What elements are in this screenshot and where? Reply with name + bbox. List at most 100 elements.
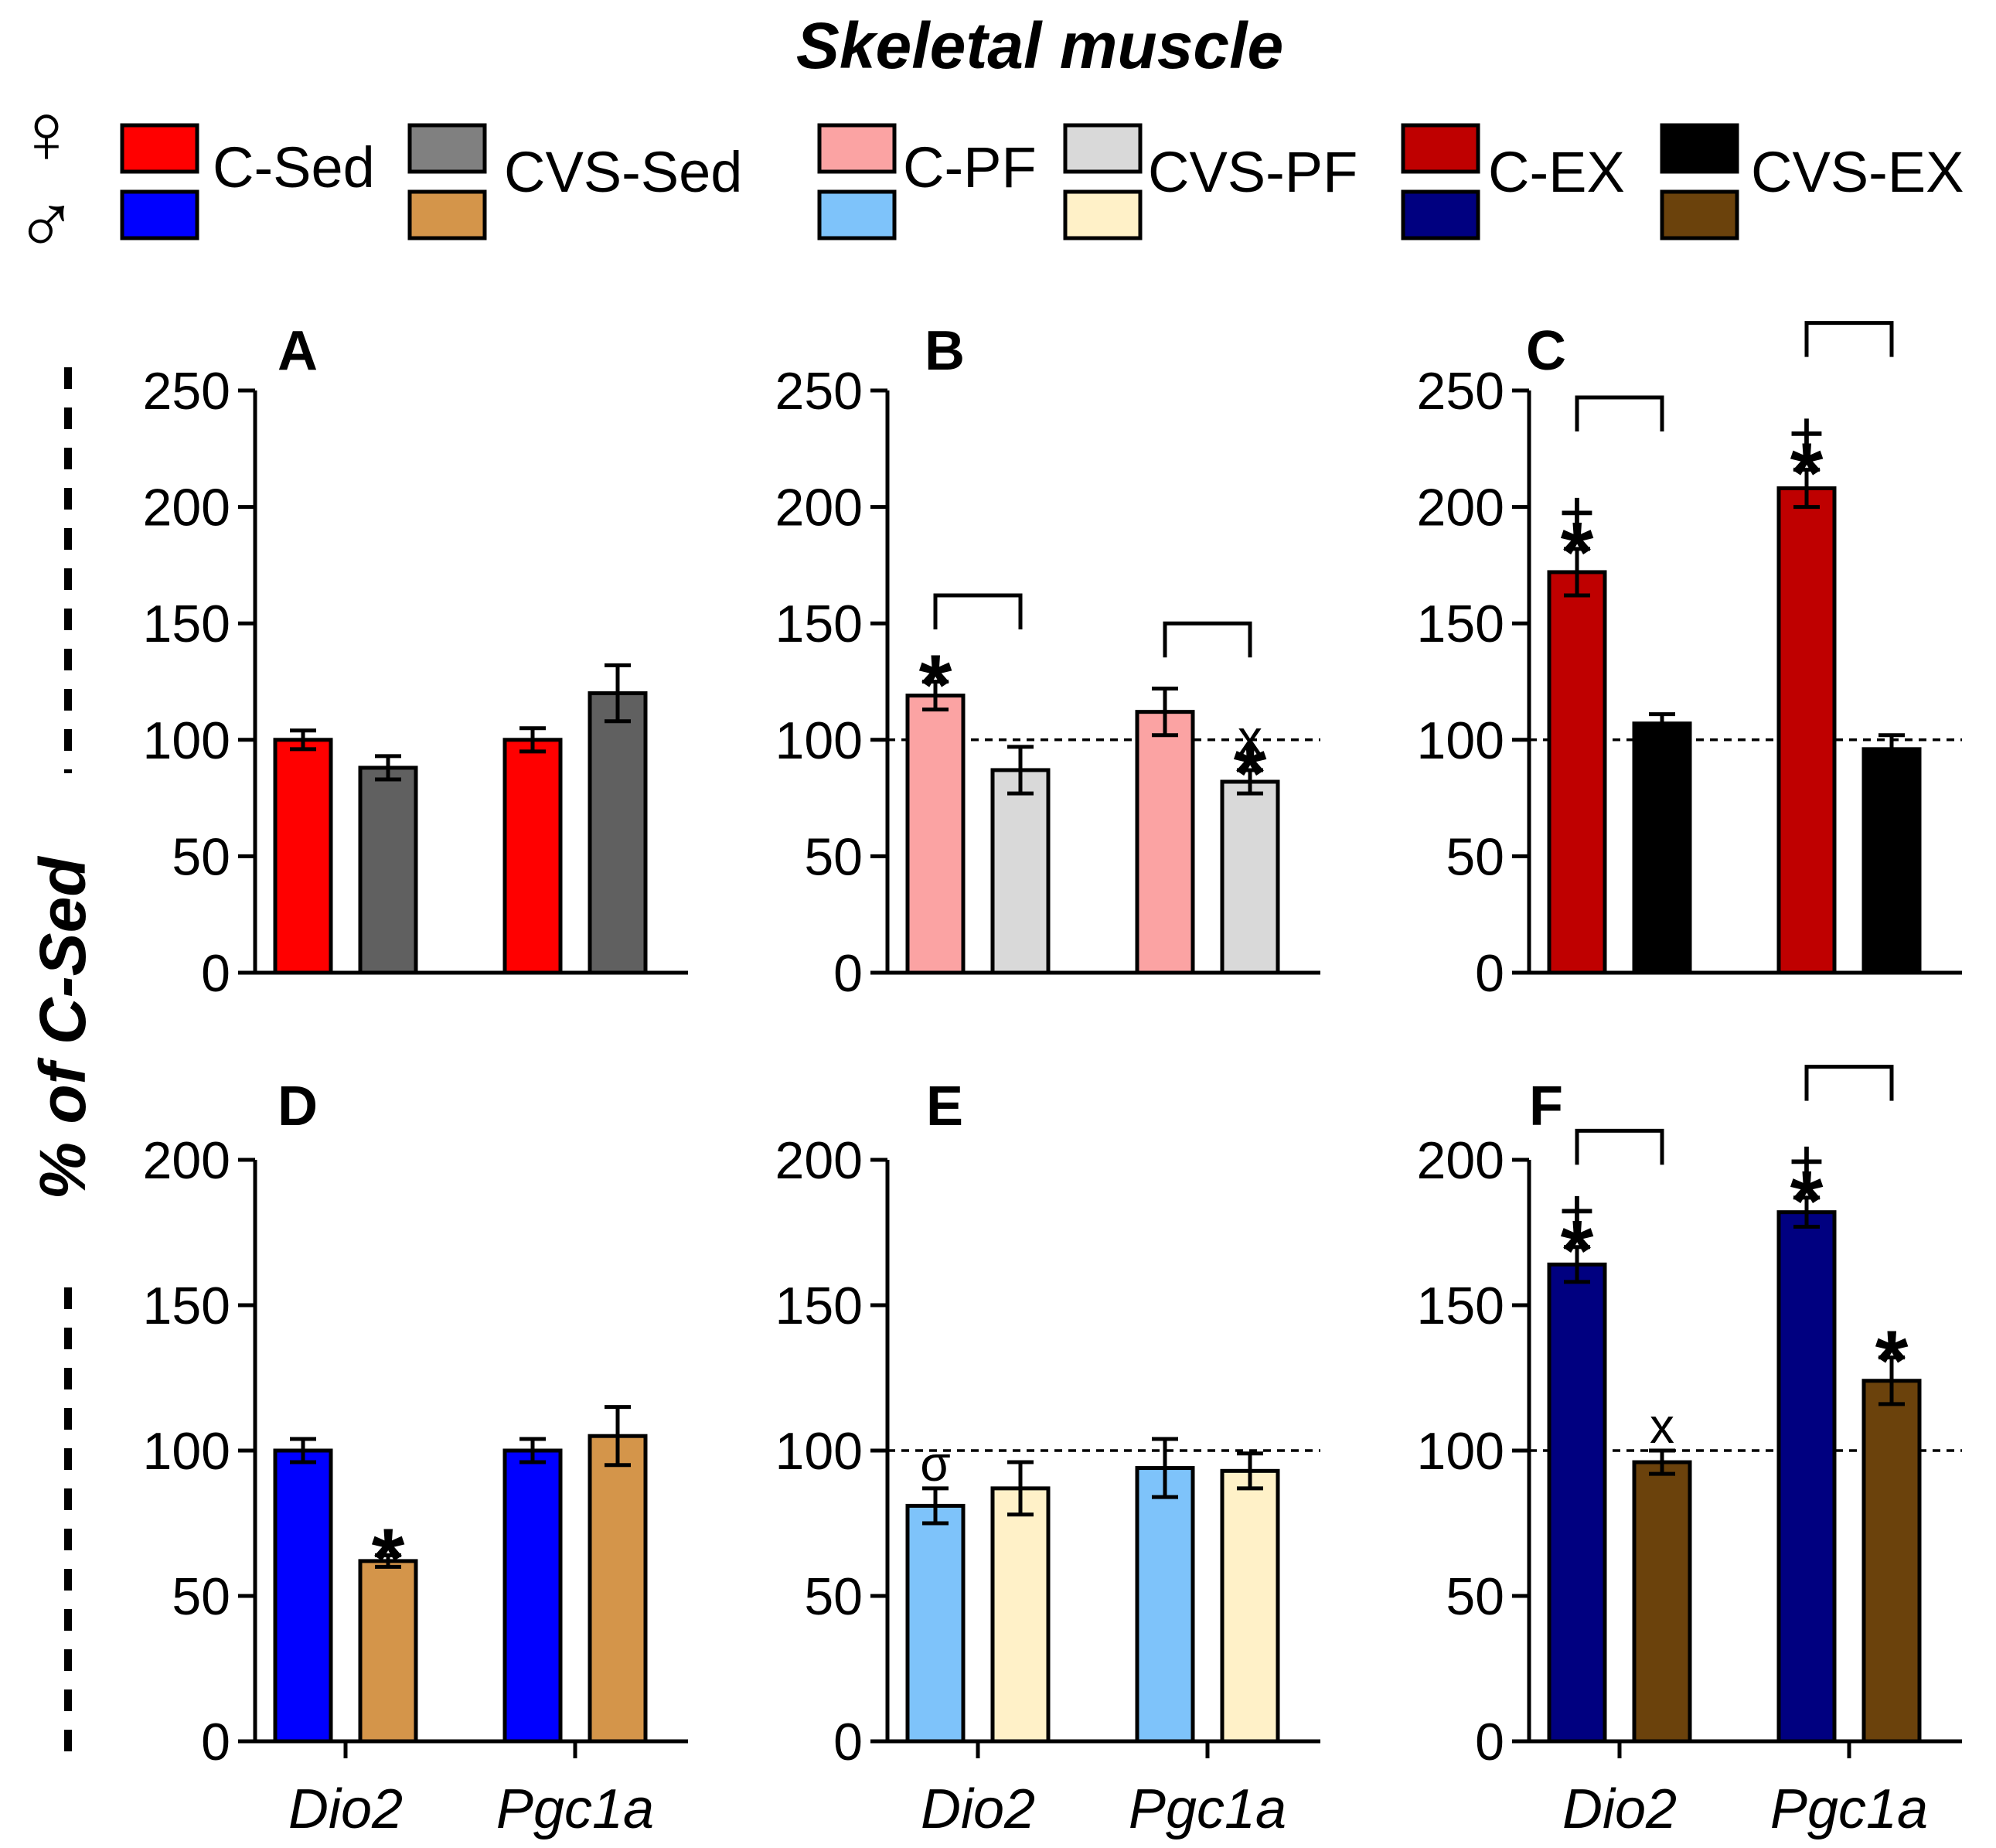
legend-label-c-ex: C-EX (1488, 140, 1625, 204)
y-tick-label: 200 (1417, 1131, 1504, 1190)
y-tick-label: 150 (1417, 595, 1504, 653)
legend-swatch-female-cvs-ex (1660, 123, 1739, 174)
y-tick-label: 150 (143, 1277, 230, 1335)
comparison-bracket (1804, 321, 1894, 357)
y-tick-label: 0 (833, 944, 863, 1003)
legend-swatch-male-c-pf (817, 189, 897, 240)
y-tick-label: 250 (775, 362, 863, 421)
y-tick-label: 50 (172, 827, 230, 886)
significance-mark: x (1650, 1398, 1674, 1454)
significance-mark: + (1559, 478, 1596, 547)
significance-mark: + (1559, 1176, 1596, 1245)
bar-c-sed-dio2 (273, 738, 333, 975)
bar-c-sed-dio2 (273, 1448, 333, 1744)
panels: A 0 50 100 150 200 250 B 0 50 100 150 200 250 * * x C 0 50 1… (143, 320, 1962, 1840)
significance-mark: * (1790, 425, 1824, 520)
comparison-bracket (1163, 621, 1252, 658)
x-tick-label-pgc1a: Pgc1a (1129, 1778, 1286, 1840)
male-symbol-icon: ♂ (15, 177, 79, 272)
bar-c-pf-pgc1a (1135, 1466, 1195, 1744)
y-tick-label: 50 (172, 1567, 230, 1626)
comparison-bracket (1575, 395, 1664, 432)
y-tick-label: 150 (775, 1277, 863, 1335)
y-tick-label: 50 (1446, 827, 1504, 886)
y-tick-label: 0 (1475, 944, 1504, 1003)
y-tick-label: 200 (775, 1131, 863, 1190)
bar-cvs-sed-pgc1a (588, 691, 648, 975)
legend-swatch-male-cvs-ex (1660, 189, 1739, 240)
y-tick-label: 0 (201, 1713, 230, 1771)
legend-swatch-female-cvs-sed (407, 123, 487, 174)
x-tick-label-pgc1a: Pgc1a (496, 1778, 654, 1840)
significance-mark: * (1790, 1154, 1824, 1249)
x-tick-label-dio2: Dio2 (288, 1778, 403, 1840)
legend-label-c-sed: C-Sed (213, 135, 375, 199)
significance-mark: + (1789, 1127, 1825, 1195)
significance-mark: * (1561, 1203, 1594, 1298)
y-tick-label: 100 (1417, 711, 1504, 770)
panel-letter-E: E (926, 1076, 963, 1137)
bar-c-ex-dio2 (1547, 570, 1607, 975)
y-tick-label: 0 (201, 944, 230, 1003)
y-tick-label: 100 (143, 1422, 230, 1481)
bar-c-sed-pgc1a (502, 1448, 563, 1744)
significance-mark: * (919, 638, 952, 733)
bar-cvs-ex-dio2 (1632, 1460, 1692, 1744)
bar-c-ex-dio2 (1547, 1262, 1607, 1744)
panel-A: A 0 50 100 150 200 250 (143, 320, 688, 1003)
legend-swatch-male-c-sed (120, 189, 199, 240)
bar-cvs-ex-pgc1a (1861, 747, 1922, 975)
significance-mark: * (1875, 1314, 1909, 1409)
significance-mark: + (1789, 398, 1825, 467)
legend-label-cvs-pf: CVS-PF (1148, 140, 1357, 204)
bar-cvs-pf-dio2 (990, 768, 1051, 975)
y-tick-label: 200 (775, 479, 863, 537)
legend-swatch-male-cvs-sed (407, 189, 487, 240)
y-axis-title: % of C-Sed (26, 856, 99, 1200)
figure-title: Skeletal muscle (796, 9, 1283, 82)
legend-swatch-female-cvs-pf (1063, 123, 1143, 174)
panel-letter-B: B (925, 320, 965, 382)
x-tick-label-dio2: Dio2 (1562, 1778, 1677, 1840)
y-tick-label: 100 (775, 1422, 863, 1481)
y-tick-label: 100 (1417, 1422, 1504, 1481)
comparison-bracket (1804, 1065, 1894, 1101)
y-axis-title-group: % of C-Sed (26, 367, 99, 1755)
y-tick-label: 200 (1417, 479, 1504, 537)
panel-letter-F: F (1529, 1076, 1563, 1137)
y-tick-label: 150 (1417, 1277, 1504, 1335)
bar-cvs-ex-dio2 (1632, 721, 1692, 975)
female-symbol-icon: ♀ (15, 86, 79, 181)
legend-label-cvs-sed: CVS-Sed (504, 140, 742, 204)
significance-mark: * (1561, 505, 1594, 600)
y-tick-label: 250 (143, 362, 230, 421)
bar-cvs-pf-dio2 (990, 1486, 1051, 1744)
y-tick-label: 100 (775, 711, 863, 770)
x-tick-label-pgc1a: Pgc1a (1770, 1778, 1928, 1840)
significance-mark: * (372, 1511, 405, 1606)
bar-cvs-sed-dio2 (358, 765, 418, 975)
y-tick-label: 50 (804, 1567, 863, 1626)
y-tick-label: 150 (143, 595, 230, 653)
legend-swatch-male-c-ex (1401, 189, 1480, 240)
y-tick-label: 0 (1475, 1713, 1504, 1771)
legend-swatch-female-c-sed (120, 123, 199, 174)
significance-mark: x (1238, 710, 1262, 765)
panel-letter-C: C (1526, 320, 1566, 382)
legend-swatch-male-cvs-pf (1063, 189, 1143, 240)
y-tick-label: 50 (1446, 1567, 1504, 1626)
legend-swatch-female-c-pf (817, 123, 897, 174)
y-tick-label: 0 (833, 1713, 863, 1771)
panel-letter-A: A (278, 320, 318, 382)
bar-cvs-pf-pgc1a (1220, 779, 1280, 975)
y-tick-label: 250 (1417, 362, 1504, 421)
comparison-bracket (1575, 1128, 1664, 1165)
y-tick-label: 100 (143, 711, 230, 770)
x-tick-label-dio2: Dio2 (921, 1778, 1035, 1840)
significance-mark: σ (920, 1436, 951, 1492)
panel-E: E 0 50 100 150 200 σ Dio2 Pgc1a (775, 1076, 1320, 1840)
